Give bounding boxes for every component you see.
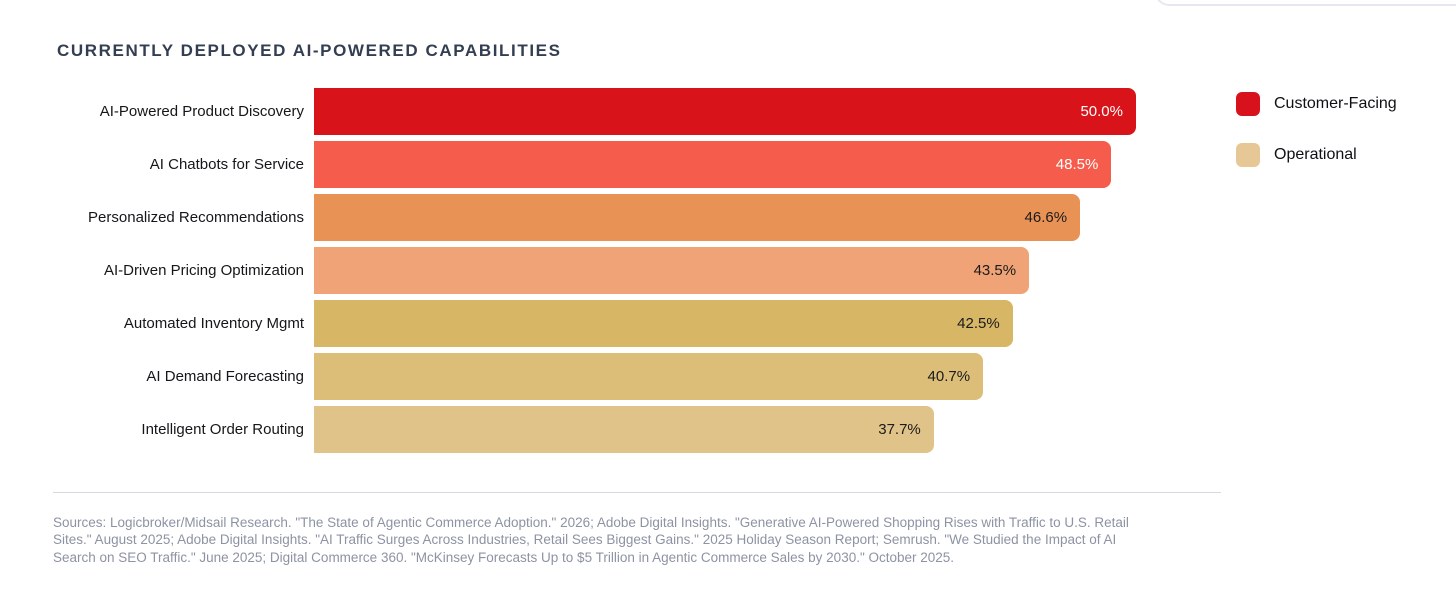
bar-row: AI Demand Forecasting 40.7% (0, 353, 1220, 400)
value-label: 46.6% (1024, 209, 1068, 226)
bar-row: AI-Driven Pricing Optimization 43.5% (0, 247, 1220, 294)
category-label: AI-Driven Pricing Optimization (103, 262, 304, 279)
footer-divider (53, 492, 1221, 493)
bar: 50.0% (314, 88, 1136, 135)
legend-item: Customer-Facing (1236, 92, 1397, 116)
value-label: 48.5% (1055, 156, 1099, 173)
bar-track: 46.6% (314, 194, 1154, 241)
bar-row: Automated Inventory Mgmt 42.5% (0, 300, 1220, 347)
sources-text: Sources: Logicbroker/Midsail Research. "… (53, 514, 1129, 565)
category-label: Intelligent Order Routing (141, 421, 304, 438)
bar: 42.5% (314, 300, 1013, 347)
legend-item: Operational (1236, 143, 1397, 167)
bar-row: Intelligent Order Routing 37.7% (0, 406, 1220, 453)
chart-title: CURRENTLY DEPLOYED AI-POWERED CAPABILITI… (57, 41, 562, 61)
category-label: Automated Inventory Mgmt (123, 315, 304, 332)
value-label: 37.7% (878, 421, 921, 438)
legend-swatch (1236, 143, 1260, 167)
bar-row: AI-Powered Product Discovery 50.0% (0, 88, 1220, 135)
bar-track: 43.5% (314, 247, 1154, 294)
bar-row: AI Chatbots for Service 48.5% (0, 141, 1220, 188)
category-label: AI Demand Forecasting (146, 368, 304, 385)
bar-track: 37.7% (314, 406, 1154, 453)
bar: 46.6% (314, 194, 1081, 241)
category-label: Personalized Recommendations (88, 209, 304, 226)
legend-swatch (1236, 92, 1260, 116)
bar-chart: AI-Powered Product Discovery 50.0% AI Ch… (0, 88, 1220, 459)
bar-track: 50.0% (314, 88, 1154, 135)
bar: 40.7% (314, 353, 984, 400)
value-label: 50.0% (1080, 103, 1123, 120)
value-label: 42.5% (957, 315, 1000, 332)
bar-track: 48.5% (314, 141, 1154, 188)
category-label: AI Chatbots for Service (149, 156, 304, 173)
bar: 43.5% (314, 247, 1030, 294)
partial-card-outline (1155, 0, 1456, 6)
category-label: AI-Powered Product Discovery (99, 103, 304, 120)
legend-label: Operational (1274, 146, 1357, 163)
value-label: 40.7% (927, 368, 971, 385)
legend-label: Customer-Facing (1274, 95, 1397, 112)
bar-row: Personalized Recommendations 46.6% (0, 194, 1220, 241)
bar-track: 40.7% (314, 353, 1154, 400)
legend: Customer-Facing Operational (1236, 92, 1397, 194)
value-label: 43.5% (973, 262, 1017, 279)
bar: 48.5% (314, 141, 1112, 188)
bar-track: 42.5% (314, 300, 1154, 347)
bar: 37.7% (314, 406, 934, 453)
